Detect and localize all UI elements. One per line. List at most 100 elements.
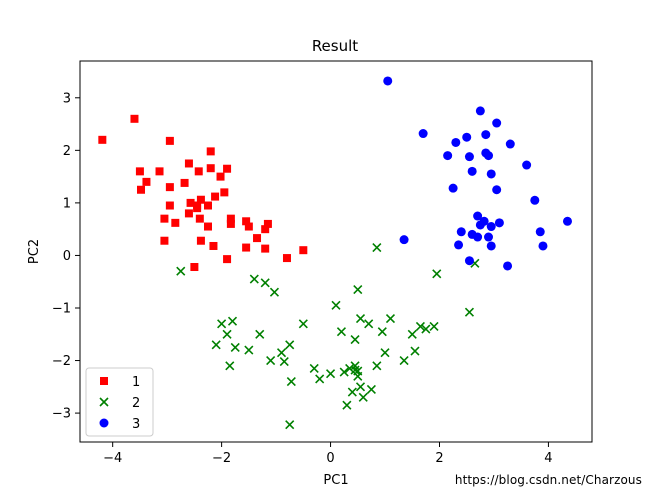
data-point [279,357,289,367]
data-point [353,366,363,376]
watermark-url: https://blog.csdn.net/Charzous [454,473,642,487]
data-point [380,348,390,358]
data-point [211,192,220,201]
data-point [475,106,485,116]
data-point [286,377,296,387]
y-tick-label: −3 [52,407,71,422]
data-point [399,235,409,245]
data-point [364,319,374,329]
data-point [535,227,545,237]
data-point [456,227,466,237]
data-point [217,319,227,329]
data-points [98,76,572,430]
x-tick-label: 4 [544,451,552,466]
data-point [331,300,341,310]
data-point [410,346,420,356]
data-point [160,214,169,223]
data-point [165,136,174,145]
data-point [206,147,215,156]
data-point [399,355,409,366]
data-point [372,242,382,253]
data-point [160,236,169,245]
data-point [244,222,253,231]
data-point [209,241,218,250]
series-2 [176,242,480,430]
data-point [269,287,280,297]
data-point [538,241,548,251]
data-point [216,172,225,181]
data-point [223,164,232,173]
data-point [415,321,425,331]
data-point [282,254,291,263]
data-point [196,195,205,204]
plot-area [80,61,592,442]
data-point [285,420,295,430]
y-tick-label: 1 [63,196,71,211]
data-point [135,167,144,176]
data-point [383,76,393,86]
data-point [355,382,366,392]
data-point [336,327,347,337]
y-axis-label: PC2 [27,239,42,264]
data-point [464,256,474,266]
data-point [377,327,387,337]
data-point [486,169,496,179]
x-tick-label: 0 [326,451,334,466]
data-point [204,222,212,231]
data-point [285,340,295,350]
data-point [190,263,199,272]
data-point [355,313,366,324]
data-point [222,329,232,339]
data-point [350,365,360,375]
data-point [261,244,270,253]
data-point [263,219,272,228]
data-point [407,329,417,339]
data-point [225,361,235,371]
legend-box [85,367,154,437]
data-point [98,135,107,144]
data-point [298,319,308,329]
legend-marker-1 [100,377,108,385]
y-tick-label: −2 [52,354,71,369]
data-point [230,342,240,352]
data-point [432,269,442,279]
data-point [562,216,572,226]
data-point [171,218,180,227]
data-point [260,278,270,288]
data-point [353,285,363,295]
data-point [473,211,483,221]
data-point [242,243,251,252]
data-point [276,348,287,358]
data-point [479,216,489,226]
data-point [481,130,491,140]
data-point [486,241,496,251]
data-point [206,164,215,173]
legend-marker-2 [99,397,109,407]
x-tick-label: −2 [212,451,231,466]
data-point [492,185,502,195]
x-tick-label: 2 [435,451,443,466]
y-tick-label: −1 [52,301,71,316]
data-point [350,334,360,345]
data-point [421,324,431,334]
series-1 [98,114,308,272]
data-point [339,367,349,377]
chart-title: Result [312,37,358,55]
legend: 1 2 3 [85,367,154,437]
data-point [255,329,265,339]
data-point [261,225,270,234]
series-3 [383,76,572,271]
legend-marker-3 [99,418,109,428]
data-point [451,137,461,147]
legend-label: 1 [132,375,140,390]
data-point [448,183,458,193]
data-point [494,218,504,228]
data-point [227,316,238,326]
data-point [464,152,474,162]
data-point [492,118,502,128]
data-point [195,214,204,223]
data-point [385,313,396,324]
data-point [505,139,515,149]
data-point [184,159,193,168]
data-point [249,274,259,284]
